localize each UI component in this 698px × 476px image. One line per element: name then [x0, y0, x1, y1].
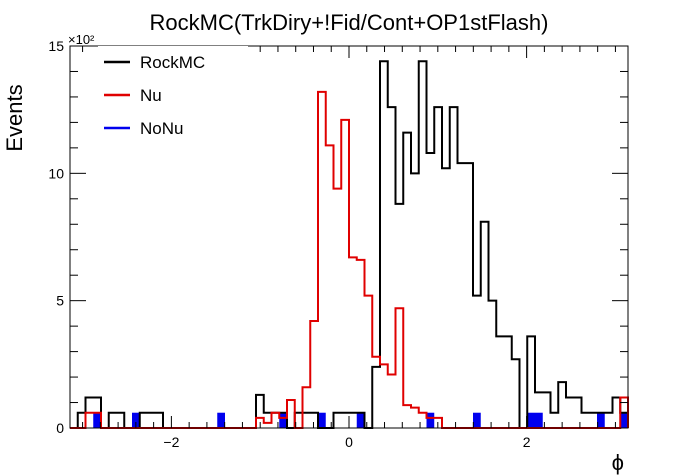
y-scale-label: ×10²: [68, 32, 95, 47]
y-tick-label: 10: [48, 165, 64, 181]
y-tick-label: 0: [56, 420, 64, 436]
nonu-bar: [356, 412, 365, 428]
y-tick-label: 15: [48, 38, 64, 54]
nonu-bar: [426, 412, 435, 428]
legend-label: RockMC: [140, 53, 205, 72]
x-axis-label: ϕ: [612, 450, 624, 475]
nonu-bar: [535, 412, 543, 428]
legend-label: NoNu: [140, 119, 183, 138]
nonu-bar: [217, 412, 225, 428]
nonu-bar: [473, 412, 481, 428]
nonu-bar: [318, 412, 326, 428]
nonu-bar: [527, 412, 535, 428]
nonu-bar: [279, 412, 287, 428]
nonu-bar: [132, 412, 140, 428]
nonu-bar: [620, 412, 628, 428]
chart-title: RockMC(TrkDiry+!Fid/Cont+OP1stFlash): [150, 10, 549, 35]
nonu-bar: [597, 412, 605, 428]
x-tick-label: 0: [345, 434, 353, 450]
y-tick-label: 5: [56, 293, 64, 309]
legend-label: Nu: [140, 86, 162, 105]
legend: RockMC Nu NoNu: [98, 46, 248, 146]
x-tick-label: 2: [523, 434, 531, 450]
y-axis-label: Events: [2, 84, 27, 151]
x-tick-label: −2: [163, 434, 179, 450]
nonu-bar: [93, 412, 101, 428]
rockmc-step-line: [70, 60, 629, 429]
